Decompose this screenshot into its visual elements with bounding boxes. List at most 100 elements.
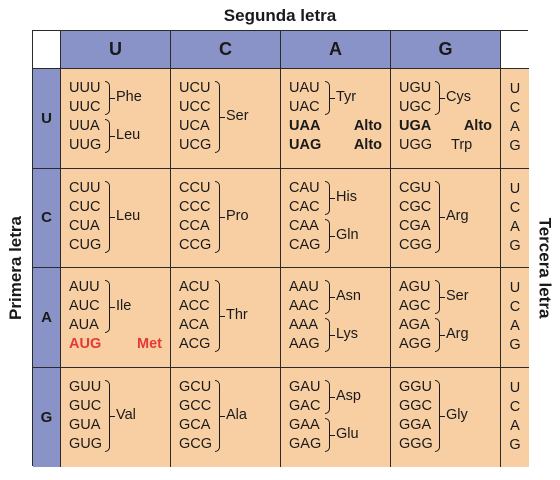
codon-UGU: UGU xyxy=(399,80,432,96)
bracket-tick xyxy=(110,415,115,417)
amino-acid-label: His xyxy=(336,188,357,205)
codon-CUA: CUA xyxy=(69,217,100,234)
codon-UUA: UUA xyxy=(69,118,100,134)
bracket-tick xyxy=(440,297,445,298)
codon-UAC: UAC xyxy=(289,99,320,115)
amino-acid-label: Asp xyxy=(336,387,361,404)
codon-AGU: AGU xyxy=(399,279,431,295)
amino-acid-label: Cys xyxy=(446,89,471,105)
amino-acid-label: Alto xyxy=(353,117,382,134)
codon-table: U C A G U UUU UUC UUA UUG Phe Leu UCU UCC UCA UCG Ser UA… xyxy=(32,30,529,467)
group-bracket xyxy=(325,180,330,215)
codon-GGC: GGC xyxy=(399,397,433,414)
amino-acid-label: Ser xyxy=(446,288,469,304)
codon-UGG: UGG xyxy=(399,137,433,153)
codon-CAA: CAA xyxy=(289,217,319,234)
codon-cell-CC: CCU CCC CCA CCG Pro xyxy=(171,168,281,268)
amino-acid-label: Met xyxy=(137,335,162,352)
codon-UUC: UUC xyxy=(69,99,101,115)
amino-acid-label: Phe xyxy=(116,89,142,105)
codon-GCG: GCG xyxy=(179,435,213,452)
codon-UAU: UAU xyxy=(289,80,320,96)
first-letter-U: U xyxy=(33,69,61,169)
codon-GGU: GGU xyxy=(399,378,433,395)
bracket-tick xyxy=(110,216,115,218)
amino-acid-label: Alto xyxy=(353,136,382,153)
codon-cell-CU: CUU CUC CUA CUG Leu xyxy=(61,168,171,268)
codon-CGA: CGA xyxy=(399,217,431,234)
codon-GUG: GUG xyxy=(69,435,103,452)
group-bracket xyxy=(215,180,220,253)
codon-AUU: AUU xyxy=(69,279,100,295)
third-letter-U: U xyxy=(509,380,521,397)
third-letter-U: U xyxy=(509,81,521,98)
first-letter-G: G xyxy=(33,367,61,467)
codon-cell-AC: ACU ACC ACA ACG Thr xyxy=(171,268,281,368)
codon-cell-CG: CGU CGC CGA CGG Arg xyxy=(391,168,501,268)
codon-AGA: AGA xyxy=(399,317,430,333)
codon-AAU: AAU xyxy=(289,279,319,295)
amino-acid-label: Gln xyxy=(336,226,359,243)
third-letter-C: C xyxy=(509,199,521,216)
codon-AAC: AAC xyxy=(289,298,319,314)
amino-acid-label: Pro xyxy=(226,207,249,224)
bracket-tick xyxy=(330,197,335,199)
group-bracket xyxy=(435,379,440,452)
codon-UGC: UGC xyxy=(399,99,432,115)
codon-cell-AA: AAU AAC AAA AAG Asn Lys xyxy=(281,268,391,368)
group-bracket xyxy=(215,379,220,452)
codon-CGC: CGC xyxy=(399,198,432,215)
third-letter-A: A xyxy=(510,218,520,235)
codon-cell-AG: AGU AGC AGA AGG Ser Arg xyxy=(391,268,501,368)
group-bracket xyxy=(105,379,110,452)
amino-acid-label: Alto xyxy=(463,117,492,134)
codon-CCA: CCA xyxy=(179,217,210,234)
codon-AGG: AGG xyxy=(399,336,432,352)
bracket-tick xyxy=(330,297,335,298)
codon-cell-GA: GAU GAC GAA GAG Asp Glu xyxy=(281,367,391,467)
third-letter-A: A xyxy=(510,318,520,335)
codon-UUG: UUG xyxy=(69,137,102,153)
codon-cell-GU: GUU GUC GUA GUG Val xyxy=(61,367,171,467)
group-bracket xyxy=(105,180,110,253)
codon-GCU: GCU xyxy=(179,378,212,395)
codon-CCC: CCC xyxy=(179,198,211,215)
amino-acid-label: Leu xyxy=(116,207,141,224)
codon-CUG: CUG xyxy=(69,236,102,253)
bracket-tick xyxy=(440,98,445,99)
bracket-tick xyxy=(330,235,335,237)
codon-cell-UC: UCU UCC UCA UCG Ser xyxy=(171,69,281,169)
codon-ACU: ACU xyxy=(179,279,210,295)
third-letter-G: G xyxy=(509,337,521,354)
codon-ACC: ACC xyxy=(179,298,210,314)
bracket-tick xyxy=(440,415,445,417)
codon-UUU: UUU xyxy=(69,80,101,96)
codon-GUA: GUA xyxy=(69,416,101,433)
bracket-tick xyxy=(220,117,225,118)
codon-CAC: CAC xyxy=(289,198,320,215)
codon-GCC: GCC xyxy=(179,397,212,414)
bracket-tick xyxy=(220,316,225,317)
codon-CGU: CGU xyxy=(399,179,432,196)
third-letter-G: G xyxy=(509,437,521,454)
bracket-tick xyxy=(330,335,335,336)
bracket-tick xyxy=(330,434,335,436)
codon-CAU: CAU xyxy=(289,179,320,196)
amino-acid-label: Thr xyxy=(226,307,248,323)
bracket-tick xyxy=(220,216,225,218)
amino-acid-label: Gly xyxy=(446,406,468,423)
bracket-tick xyxy=(440,335,445,336)
first-letter-A: A xyxy=(33,268,61,368)
codon-AAG: AAG xyxy=(289,336,320,352)
third-letter-C: C xyxy=(509,299,521,316)
third-letter-A: A xyxy=(510,119,520,136)
codon-CAG: CAG xyxy=(289,236,321,253)
third-letter-G: G xyxy=(509,237,521,254)
second-letter-C: C xyxy=(171,31,281,69)
codon-GAA: GAA xyxy=(289,416,320,433)
codon-GGG: GGG xyxy=(399,435,433,452)
amino-acid-label: Asn xyxy=(336,288,361,304)
